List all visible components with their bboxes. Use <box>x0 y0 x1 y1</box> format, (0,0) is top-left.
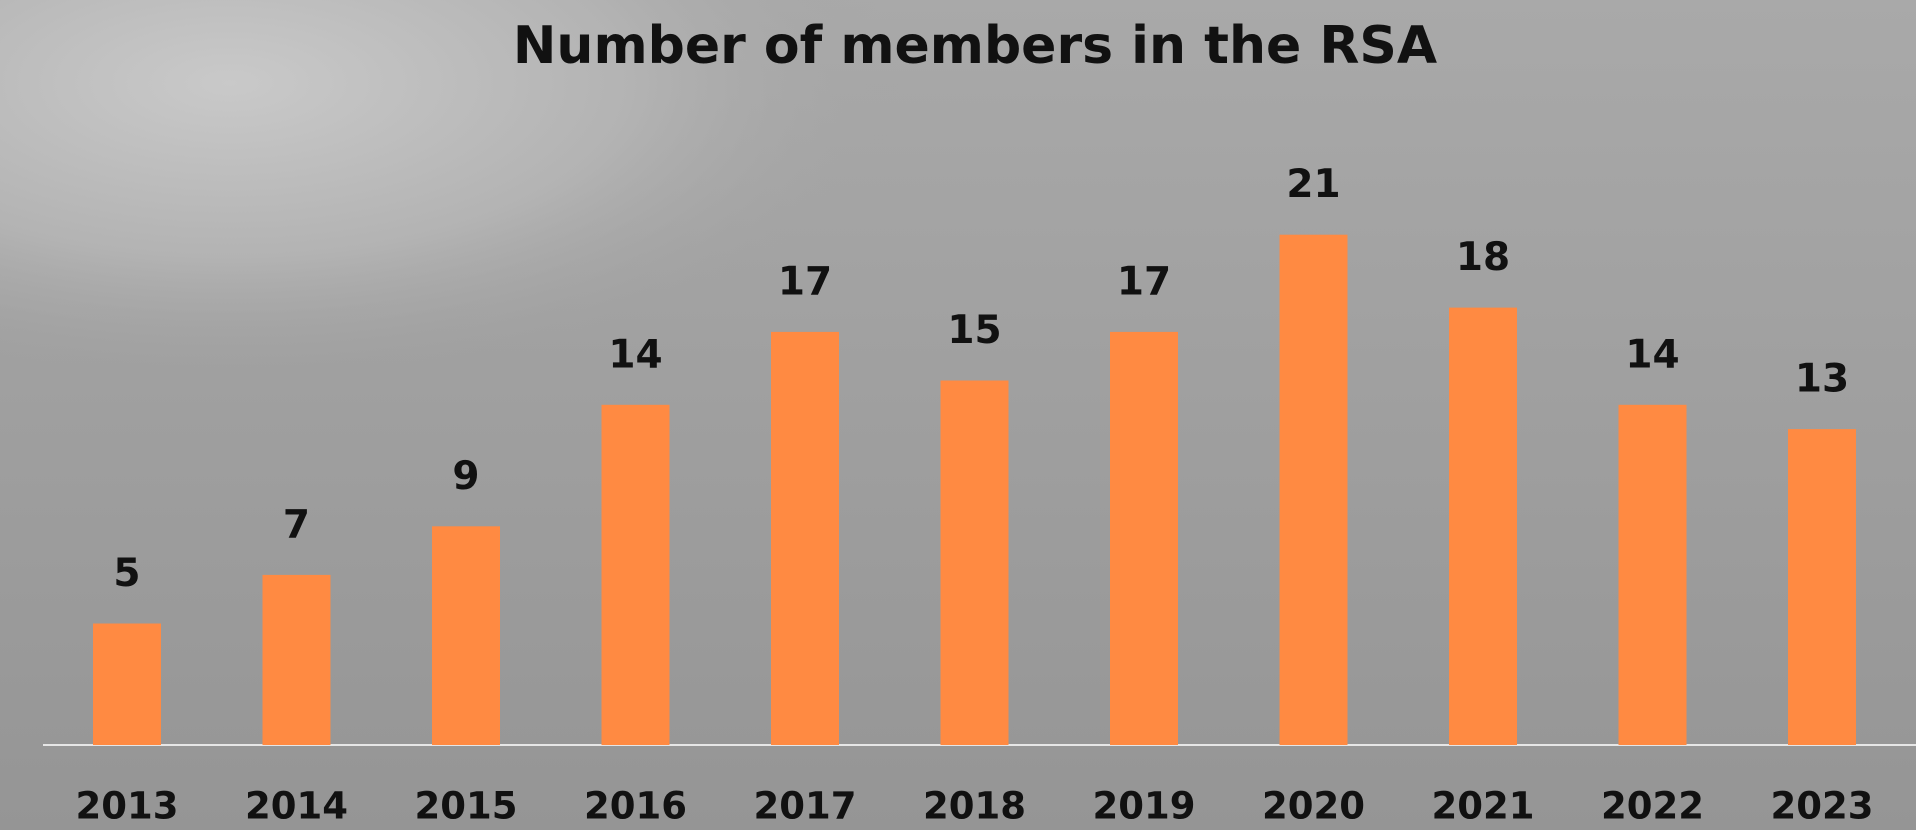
chart-title: Number of members in the RSA <box>513 16 1437 76</box>
x-tick-label: 2016 <box>584 785 687 828</box>
bar <box>93 624 161 746</box>
value-label: 14 <box>608 332 662 377</box>
x-tick-label: 2017 <box>754 785 857 828</box>
value-label: 9 <box>452 454 479 499</box>
page: Number of members in the RSA 2013 5 2014 7 2… <box>0 0 1916 830</box>
bar <box>771 332 839 745</box>
value-label: 14 <box>1625 332 1679 377</box>
bar <box>1788 429 1856 745</box>
x-tick-label: 2018 <box>923 785 1026 828</box>
value-label: 17 <box>1117 259 1171 304</box>
bar <box>1449 308 1517 745</box>
bar <box>432 526 500 745</box>
x-tick-label: 2022 <box>1601 785 1704 828</box>
bar <box>263 575 331 745</box>
x-tick-label: 2014 <box>245 785 348 828</box>
value-label: 18 <box>1456 235 1510 280</box>
bar <box>1110 332 1178 745</box>
x-tick-label: 2020 <box>1262 785 1365 828</box>
value-label: 7 <box>283 502 310 547</box>
x-tick-label: 2015 <box>415 785 518 828</box>
bar <box>941 381 1009 746</box>
bar <box>1619 405 1687 745</box>
x-tick-label: 2021 <box>1432 785 1535 828</box>
x-tick-label: 2023 <box>1771 785 1874 828</box>
value-label: 21 <box>1286 162 1340 207</box>
value-label: 5 <box>113 551 140 596</box>
bar <box>1280 235 1348 745</box>
bar <box>602 405 670 745</box>
x-tick-label: 2019 <box>1093 785 1196 828</box>
value-label: 17 <box>778 259 832 304</box>
x-tick-label: 2013 <box>76 785 179 828</box>
chart: Number of members in the RSA 2013 5 2014 7 2… <box>0 0 1916 830</box>
value-label: 13 <box>1795 357 1849 402</box>
value-label: 15 <box>947 308 1001 353</box>
